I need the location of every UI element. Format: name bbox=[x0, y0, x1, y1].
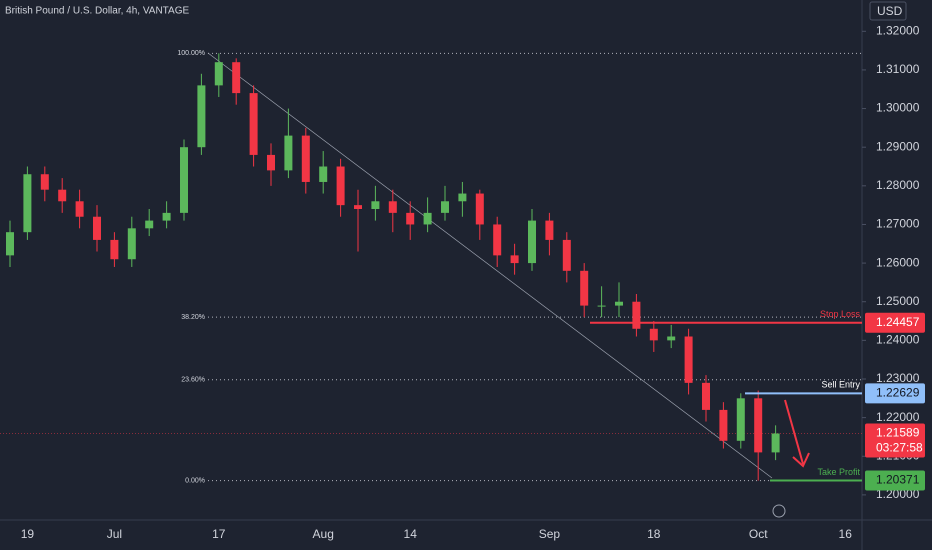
x-tick-label: 14 bbox=[404, 527, 418, 541]
y-tick-label: 1.23000 bbox=[876, 371, 920, 385]
currency-label[interactable]: USD bbox=[877, 4, 903, 18]
fib-label: 0.00% bbox=[185, 477, 205, 484]
candle-body bbox=[197, 85, 206, 148]
candle-body bbox=[719, 409, 728, 441]
arrow-head bbox=[792, 452, 810, 468]
y-tick-label: 1.25000 bbox=[876, 294, 920, 308]
replay-icon[interactable] bbox=[772, 504, 786, 518]
x-tick-label: 18 bbox=[647, 527, 661, 541]
countdown: 03:27:58 bbox=[876, 441, 923, 455]
candle-body bbox=[615, 301, 623, 306]
candle-body bbox=[597, 305, 606, 307]
candle-body bbox=[58, 189, 67, 202]
candle-body bbox=[301, 135, 310, 182]
candle-body bbox=[180, 147, 188, 213]
level-name: Stop Loss bbox=[820, 309, 861, 319]
candle-body bbox=[649, 328, 658, 341]
candle-body bbox=[771, 433, 780, 453]
candle-body bbox=[458, 193, 467, 202]
arrow-shaft bbox=[784, 399, 804, 465]
candle-body bbox=[684, 336, 693, 383]
level-name: Take Profit bbox=[817, 467, 860, 477]
currency-box[interactable] bbox=[869, 1, 907, 21]
candle-body bbox=[493, 224, 502, 256]
plot: 1.32000 1.31000 1.30000 1.29000 1.28000 1.270… bbox=[0, 23, 925, 541]
candle-body bbox=[736, 398, 745, 441]
candle-body bbox=[354, 205, 362, 210]
fib-label: 38.20% bbox=[181, 314, 205, 321]
candle-body bbox=[528, 220, 536, 264]
y-tick-label: 1.22000 bbox=[876, 410, 920, 424]
x-tick-label: Oct bbox=[749, 527, 768, 541]
level-tag bbox=[865, 470, 925, 491]
candle-body bbox=[75, 201, 84, 217]
candle-body bbox=[545, 220, 554, 240]
candle-body bbox=[632, 301, 641, 329]
y-tick-label: 1.28000 bbox=[876, 178, 920, 192]
candle-body bbox=[702, 382, 710, 410]
candle-body bbox=[145, 220, 154, 229]
fib-label: 100.00% bbox=[177, 50, 205, 57]
candle-body bbox=[667, 336, 676, 341]
y-tick-label: 1.29000 bbox=[876, 139, 920, 153]
candle-body bbox=[441, 201, 449, 213]
level-tag bbox=[865, 383, 925, 404]
trend-line bbox=[207, 52, 773, 479]
last-price-tag bbox=[865, 423, 925, 458]
candle-body bbox=[562, 239, 571, 271]
last-price-label: 1.21589 bbox=[876, 426, 920, 440]
candle-body bbox=[110, 239, 119, 260]
candle-body bbox=[267, 154, 275, 171]
x-tick-label: Aug bbox=[313, 527, 334, 541]
x-tick-label: 17 bbox=[212, 527, 226, 541]
x-tick-label: 16 bbox=[839, 527, 853, 541]
candle-body bbox=[93, 216, 101, 240]
candle-body bbox=[475, 193, 484, 225]
level-name: Sell Entry bbox=[821, 380, 860, 390]
x-tick-label: 19 bbox=[21, 527, 35, 541]
candle-body bbox=[423, 212, 432, 225]
chart-title: British Pound / U.S. Dollar, 4h, VANTAGE bbox=[5, 6, 189, 17]
y-tick-label: 1.31000 bbox=[876, 62, 920, 76]
candle-body bbox=[127, 228, 136, 260]
candle-body bbox=[319, 166, 328, 182]
candle-body bbox=[40, 174, 49, 190]
y-tick-label: 1.32000 bbox=[876, 23, 920, 37]
candle-body bbox=[388, 201, 397, 213]
candle-body bbox=[406, 212, 415, 225]
y-tick-label: 1.24000 bbox=[876, 333, 920, 347]
x-tick-label: Sep bbox=[539, 527, 561, 541]
candle-body bbox=[580, 270, 589, 306]
candle-body bbox=[510, 255, 519, 264]
x-tick-label: Jul bbox=[107, 527, 122, 541]
level-tag bbox=[865, 312, 925, 333]
candle-body bbox=[6, 232, 14, 256]
level-price: 1.24457 bbox=[876, 315, 920, 329]
candle-body bbox=[232, 62, 241, 94]
candle-body bbox=[336, 166, 345, 206]
level-price: 1.20371 bbox=[876, 473, 920, 487]
candle-body bbox=[754, 398, 763, 453]
candle-body bbox=[371, 201, 380, 210]
y-tick-label: 1.30000 bbox=[876, 101, 920, 115]
y-tick-label: 1.20000 bbox=[876, 487, 920, 501]
y-tick-label: 1.26000 bbox=[876, 255, 920, 269]
level-price: 1.22629 bbox=[876, 385, 920, 399]
candle-body bbox=[284, 135, 293, 171]
candle-body bbox=[249, 93, 258, 155]
candle-body bbox=[162, 212, 171, 221]
candle-body bbox=[23, 174, 32, 233]
candle-body bbox=[214, 62, 223, 86]
y-tick-label: 1.27000 bbox=[876, 217, 920, 231]
fib-label: 23.60% bbox=[181, 377, 205, 384]
